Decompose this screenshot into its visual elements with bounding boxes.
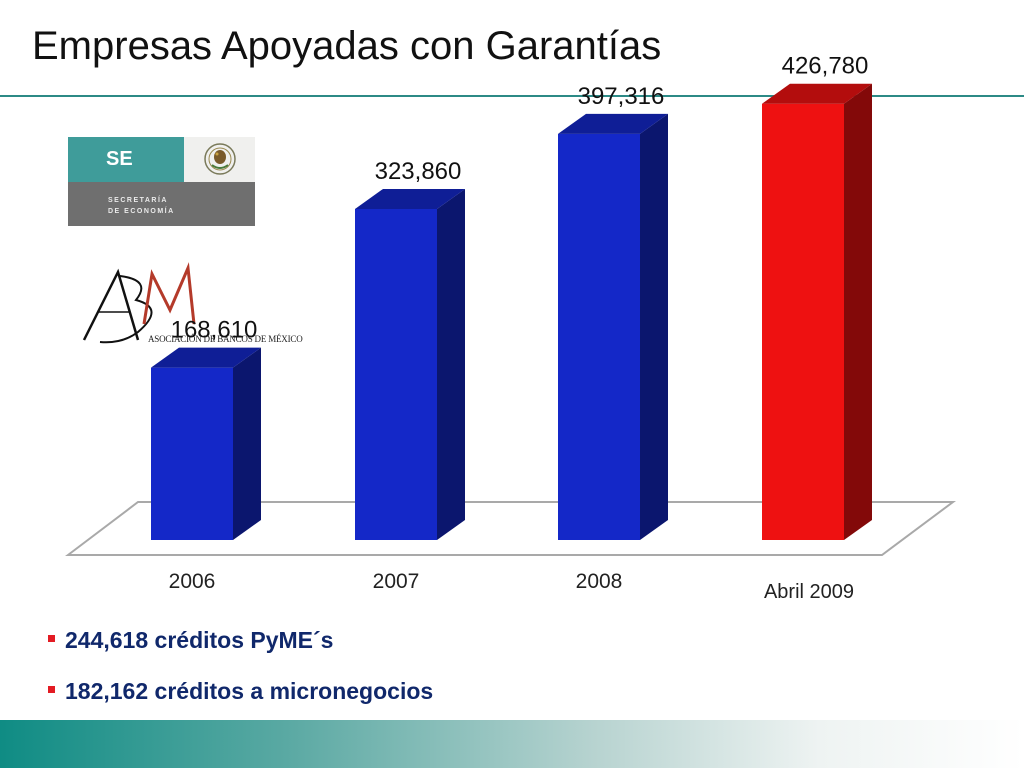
- bar-value-label: 323,860: [375, 158, 462, 185]
- bar-value-label: 426,780: [782, 53, 869, 80]
- bar-front-face: [762, 103, 844, 541]
- se-logo-subtitle-band: SECRETARÍA DE ECONOMÍA: [68, 182, 255, 226]
- bar-top-face: [762, 83, 872, 104]
- se-logo-band: SE: [68, 137, 184, 182]
- secretaria-economia-logo: SE SECRETARÍA DE ECONOMÍA: [68, 137, 255, 226]
- footer-band: [0, 720, 1024, 768]
- bullet-text: 182,162 créditos a micronegocios: [65, 678, 434, 704]
- bar-3: [558, 113, 668, 541]
- bullet-item-micronegocios: 182,162 créditos a micronegocios: [48, 678, 433, 705]
- bar-top-face: [151, 347, 261, 368]
- se-logo-line1: SECRETARÍA: [108, 197, 168, 204]
- bar-front-face: [558, 133, 640, 541]
- se-logo-line2: DE ECONOMÍA: [108, 208, 175, 215]
- category-label: 2008: [576, 570, 623, 593]
- bullet-marker-icon: [48, 686, 55, 694]
- bullet-marker-icon: [48, 635, 55, 643]
- category-label: Abril 2009: [764, 581, 854, 603]
- se-logo-abbr: SE: [106, 148, 133, 170]
- bar-4: [762, 83, 872, 541]
- bullet-text: 244,618 créditos PyME´s: [65, 627, 334, 653]
- bar-side-face: [233, 347, 261, 540]
- bar-front-face: [355, 208, 437, 540]
- bar-value-label: 397,316: [578, 83, 665, 110]
- bar-side-face: [844, 83, 872, 541]
- bar-2: [355, 188, 465, 540]
- bar-chart: 168,610 2006 323,860 2007 397,316 2008 426,780…: [65, 53, 957, 603]
- bullet-item-pyme: 244,618 créditos PyME´s: [48, 627, 333, 654]
- bar-side-face: [437, 188, 465, 540]
- abm-logo: ASOCIACIÓN DE BANCOS DE MÉXICO: [80, 262, 303, 356]
- abm-monogram-icon: [82, 262, 196, 344]
- page-title: Empresas Apoyadas con Garantías: [32, 24, 662, 68]
- chart-floor: [65, 501, 957, 556]
- category-label: 2006: [169, 570, 216, 593]
- bar-top-face: [558, 113, 668, 134]
- national-seal-icon: [204, 143, 236, 175]
- title-divider: [0, 95, 1024, 97]
- bar-front-face: [151, 367, 233, 540]
- bar-value-label: 168,610: [171, 317, 258, 344]
- abm-logo-text: ASOCIACIÓN DE BANCOS DE MÉXICO: [148, 334, 303, 344]
- bar-1: [151, 347, 261, 540]
- bar-side-face: [640, 113, 668, 540]
- national-seal-panel: [184, 137, 255, 182]
- category-label: 2007: [373, 570, 420, 593]
- bar-top-face: [355, 188, 465, 209]
